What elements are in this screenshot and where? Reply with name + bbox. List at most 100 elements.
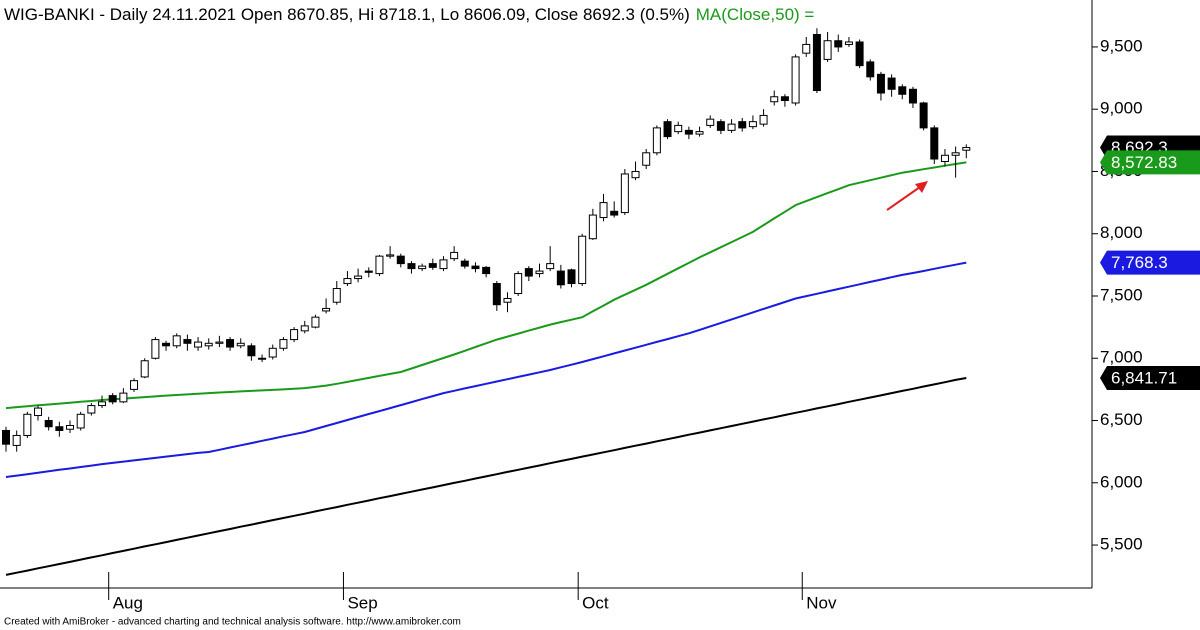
ma-box <box>1100 250 1200 275</box>
candle-body <box>876 73 885 94</box>
candle-body <box>610 210 619 216</box>
ma-box <box>1100 150 1200 175</box>
candle-body <box>546 263 555 270</box>
candle-body <box>140 360 149 378</box>
candle-body <box>258 357 267 360</box>
candle-body <box>492 283 501 306</box>
candle-body <box>823 40 832 60</box>
candle-body <box>962 147 971 151</box>
ma-line <box>5 161 967 410</box>
candle-body <box>44 420 53 428</box>
candle-body <box>514 273 523 295</box>
candle-body <box>770 96 779 103</box>
ma-label: 6,841.71 <box>1111 368 1177 387</box>
candle-body <box>738 121 747 129</box>
annotation-arrow <box>886 181 928 211</box>
candle-body <box>332 288 341 303</box>
candle-body <box>34 407 43 417</box>
candle-body <box>76 413 85 429</box>
candle-body <box>98 401 107 407</box>
y-tick-label: 7,500 <box>1100 285 1143 304</box>
candle-body <box>226 339 235 348</box>
candle-body <box>684 129 693 135</box>
candle-body <box>130 380 139 390</box>
candle-body <box>599 202 608 219</box>
plot-area <box>2 28 971 576</box>
candle-body <box>407 263 416 270</box>
candle-body <box>354 275 363 280</box>
candle-body <box>364 270 373 273</box>
candle-body <box>780 96 789 101</box>
candle-body <box>951 152 960 156</box>
candle-body <box>375 255 384 275</box>
title-ma: MA(Close,50) = <box>696 5 815 24</box>
candle-body <box>247 345 256 357</box>
candle-body <box>908 88 917 104</box>
candle-body <box>204 342 213 347</box>
candle-body <box>428 263 437 268</box>
ma-label: 7,768.3 <box>1111 253 1168 272</box>
candle-body <box>940 154 949 163</box>
candle-body <box>87 405 96 414</box>
candle-body <box>12 434 21 446</box>
candle-body <box>66 424 75 430</box>
candle-body <box>812 33 821 92</box>
candle-body <box>535 270 544 275</box>
candle-body <box>567 269 576 285</box>
candle-body <box>524 268 533 277</box>
candle-body <box>834 40 843 48</box>
arrow-shaft <box>886 186 921 211</box>
title-main: WIG-BANKI - Daily 24.11.2021 Open 8670.8… <box>4 5 690 24</box>
candle-body <box>215 341 224 344</box>
candle-body <box>194 341 203 348</box>
candle-body <box>674 124 683 133</box>
y-tick-label: 6,500 <box>1100 410 1143 429</box>
candle-body <box>482 266 491 275</box>
candle-body <box>300 325 309 332</box>
candle-body <box>663 121 672 138</box>
candle-body <box>386 254 395 257</box>
candle-body <box>55 426 64 431</box>
footer: Created with AmiBroker - advanced charti… <box>4 617 461 628</box>
candle-body <box>2 429 10 445</box>
candle-body <box>162 342 171 347</box>
candle-body <box>631 170 640 179</box>
candle-body <box>460 260 469 267</box>
candle-body <box>716 121 725 131</box>
candle-body <box>172 335 181 347</box>
y-tick-label: 7,000 <box>1100 348 1143 367</box>
candle-body <box>471 265 480 270</box>
candle-body <box>556 270 565 286</box>
candle-body <box>919 102 928 129</box>
candle-body <box>108 395 117 403</box>
candle-body <box>439 259 448 270</box>
y-tick-label: 5,500 <box>1100 535 1143 554</box>
candle-body <box>311 316 320 328</box>
x-tick-label: Sep <box>347 593 377 612</box>
y-tick-label: 6,000 <box>1100 472 1143 491</box>
candle-body <box>844 41 853 45</box>
candle-body <box>706 118 715 126</box>
candle-body <box>748 121 757 128</box>
candle-body <box>652 127 661 154</box>
candle-body <box>855 41 864 67</box>
candle-body <box>866 61 875 78</box>
candle-body <box>759 114 768 125</box>
candle-body <box>503 297 512 303</box>
candle-body <box>887 77 896 90</box>
candle-body <box>930 127 939 160</box>
candle-body <box>418 265 427 270</box>
candle-body <box>727 123 736 131</box>
candle-body <box>23 413 32 436</box>
candle-body <box>343 278 352 285</box>
candle-body <box>578 235 587 285</box>
ma-line <box>5 377 967 576</box>
candle-body <box>290 329 299 341</box>
ma-line <box>5 261 967 478</box>
candle-body <box>620 173 629 214</box>
candle-body <box>450 251 459 260</box>
y-tick-label: 8,000 <box>1100 223 1143 242</box>
